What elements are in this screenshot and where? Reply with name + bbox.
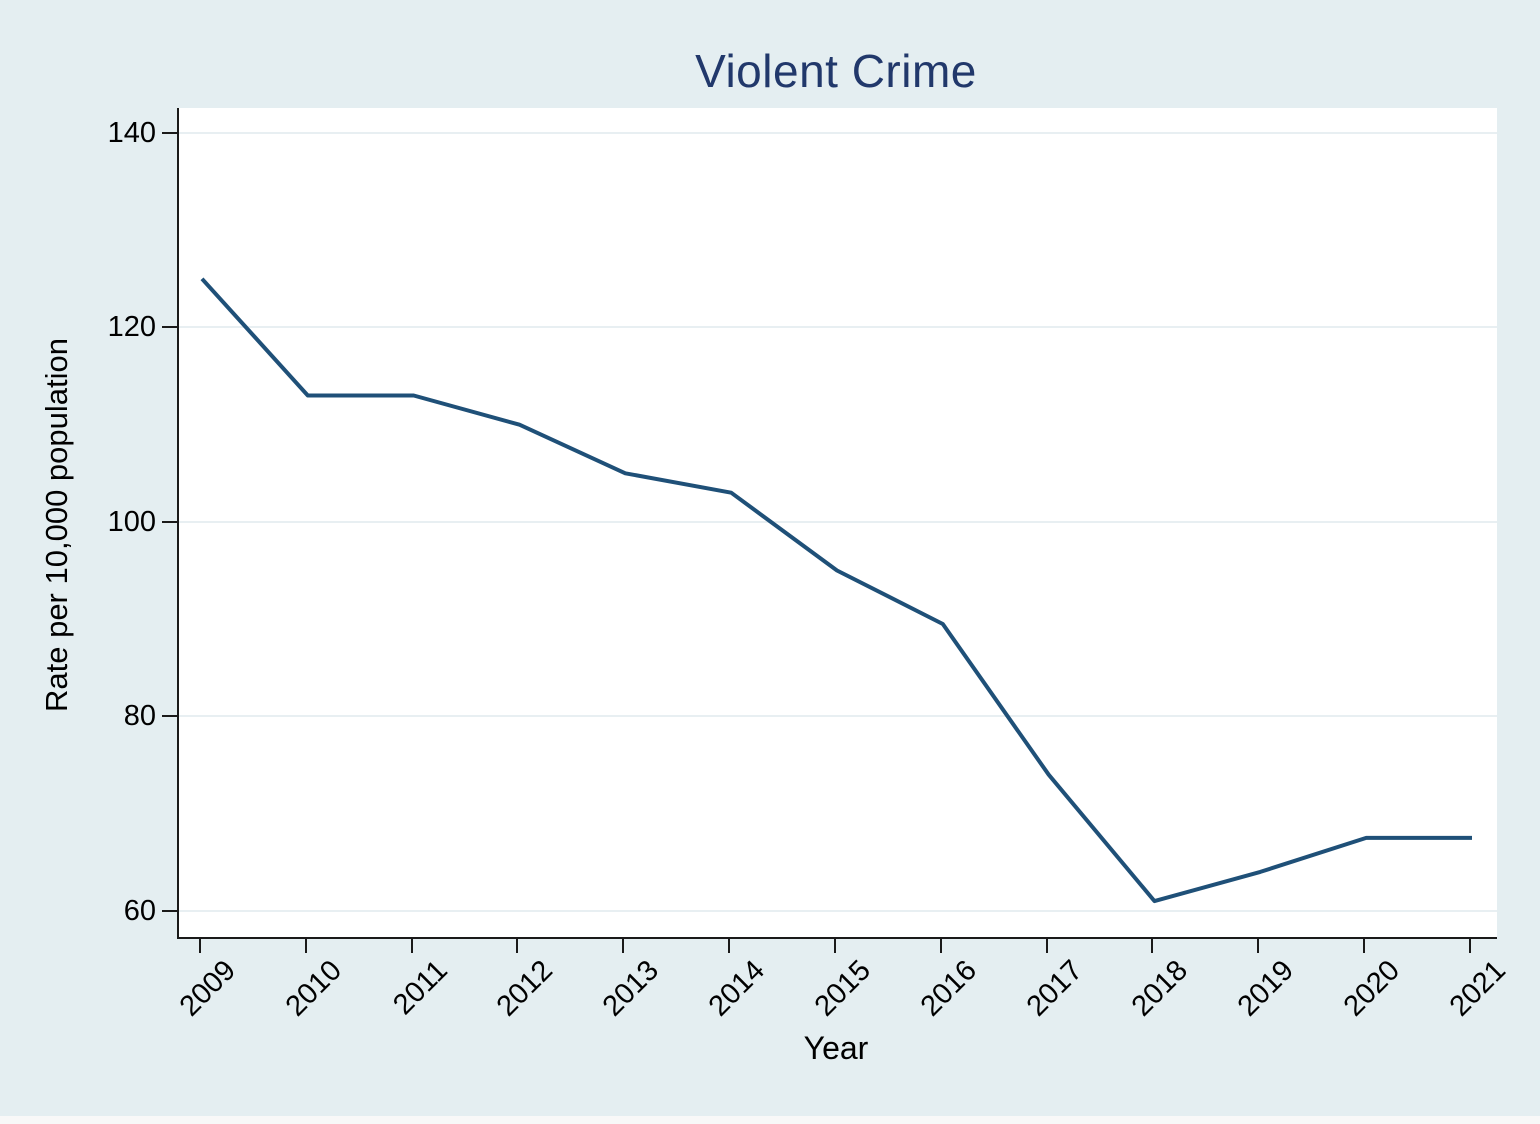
gridline-y-100	[179, 520, 1497, 523]
violent-crime-line	[200, 277, 1472, 904]
x-tick-2015	[833, 939, 836, 953]
x-axis-title: Year	[803, 1030, 869, 1066]
x-tick-2012	[516, 939, 519, 953]
gridline-y-120	[179, 326, 1497, 329]
x-tick-2009	[199, 939, 201, 953]
window-bottom-edge	[0, 1116, 1540, 1124]
y-tick-100	[162, 520, 177, 523]
x-tick-2021	[1468, 939, 1471, 953]
y-tick-label-80: 80	[123, 700, 156, 733]
y-tick-label-100: 100	[107, 505, 156, 538]
plot-area	[177, 108, 1497, 939]
x-tick-2016	[939, 939, 942, 953]
x-tick-2020	[1363, 939, 1366, 953]
gridline-y-60	[179, 909, 1497, 912]
x-tick-2011	[410, 939, 413, 953]
x-tick-2013	[622, 939, 625, 953]
x-tick-2017	[1045, 939, 1048, 953]
y-tick-label-60: 60	[123, 894, 156, 927]
gridline-y-80	[179, 715, 1497, 718]
gridline-y-140	[179, 132, 1497, 134]
y-tick-120	[162, 326, 177, 329]
x-tick-2018	[1151, 939, 1154, 953]
chart-title: Violent Crime	[695, 45, 977, 97]
y-tick-60	[162, 909, 177, 912]
y-tick-label-120: 120	[107, 311, 156, 344]
x-tick-2010	[304, 939, 307, 953]
x-tick-2014	[728, 939, 731, 953]
y-tick-label-140: 140	[107, 117, 156, 149]
x-tick-2019	[1257, 939, 1260, 953]
y-tick-80	[162, 715, 177, 718]
y-axis-title: Rate per 10,000 population	[39, 338, 74, 713]
line-series-layer	[200, 277, 1472, 904]
y-tick-140	[162, 132, 177, 134]
